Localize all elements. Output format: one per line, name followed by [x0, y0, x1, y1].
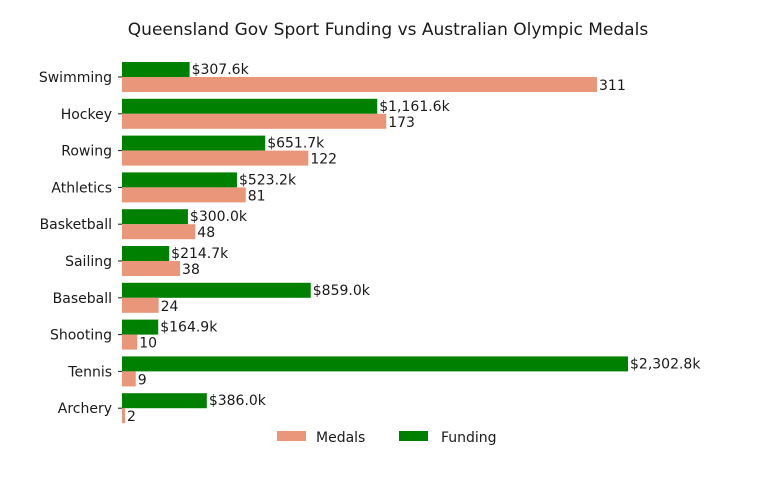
medals-bar-basketball: [122, 224, 196, 240]
funding-value-label-archery: $386.0k: [209, 393, 267, 409]
funding-bar-basketball: [122, 209, 188, 225]
y-tick-label-hockey: Hockey: [61, 107, 112, 123]
medals-value-label-basketball: 48: [197, 225, 215, 241]
funding-value-label-baseball: $859.0k: [313, 283, 371, 299]
y-axis: Swimming Hockey Rowing Athletics Basketball S…: [39, 70, 122, 417]
bars-group: [122, 62, 628, 424]
medals-value-label-sailing: 38: [182, 262, 200, 278]
medals-value-label-athletics: 81: [248, 188, 266, 204]
y-tick-label-basketball: Basketball: [40, 217, 112, 233]
legend: Medals Funding: [277, 430, 497, 446]
y-tick-label-tennis: Tennis: [67, 364, 112, 380]
funding-value-label-basketball: $300.0k: [190, 209, 248, 225]
medals-value-label-swimming: 311: [599, 78, 626, 94]
funding-value-label-tennis: $2,302.8k: [630, 356, 701, 372]
medals-bar-sailing: [122, 261, 181, 276]
y-tick-label-athletics: Athletics: [51, 180, 112, 196]
medals-bar-baseball: [122, 297, 159, 313]
funding-bar-sailing: [122, 246, 170, 261]
medals-bar-shooting: [122, 334, 138, 350]
medals-bar-swimming: [122, 77, 597, 92]
funding-bar-baseball: [122, 282, 311, 298]
medals-bar-archery: [122, 408, 126, 424]
medals-bar-rowing: [122, 150, 309, 166]
funding-bar-tennis: [122, 356, 628, 372]
medals-value-label-archery: 2: [127, 409, 136, 425]
funding-value-label-sailing: $214.7k: [171, 246, 229, 262]
legend-label-funding: Funding: [441, 430, 497, 446]
medals-bar-tennis: [122, 371, 136, 387]
funding-bar-archery: [122, 393, 207, 409]
y-tick-label-rowing: Rowing: [61, 144, 112, 160]
medals-value-label-hockey: 173: [388, 115, 415, 131]
medals-value-label-tennis: 9: [138, 372, 147, 388]
chart-title: Queensland Gov Sport Funding vs Australi…: [128, 20, 649, 40]
y-tick-label-archery: Archery: [58, 401, 112, 417]
medals-bar-hockey: [122, 113, 387, 129]
medals-value-label-rowing: 122: [310, 152, 337, 168]
medals-bar-athletics: [122, 187, 246, 203]
legend-swatch-funding: [399, 431, 428, 441]
funding-value-label-hockey: $1,161.6k: [379, 99, 450, 115]
funding-value-label-athletics: $523.2k: [239, 172, 297, 188]
medals-value-label-shooting: 10: [139, 336, 157, 352]
funding-value-label-swimming: $307.6k: [192, 62, 250, 78]
y-tick-label-baseball: Baseball: [53, 291, 112, 307]
funding-bar-athletics: [122, 172, 237, 188]
legend-label-medals: Medals: [316, 430, 365, 446]
funding-bar-shooting: [122, 319, 159, 335]
funding-bar-swimming: [122, 62, 190, 77]
funding-bar-rowing: [122, 135, 266, 151]
y-tick-label-sailing: Sailing: [65, 254, 112, 270]
y-tick-label-swimming: Swimming: [39, 70, 112, 86]
medals-value-label-baseball: 24: [161, 299, 179, 315]
funding-value-label-rowing: $651.7k: [267, 136, 325, 152]
funding-value-label-shooting: $164.9k: [160, 320, 218, 336]
legend-swatch-medals: [277, 431, 306, 441]
funding-bar-hockey: [122, 98, 378, 114]
y-tick-label-shooting: Shooting: [50, 328, 112, 344]
